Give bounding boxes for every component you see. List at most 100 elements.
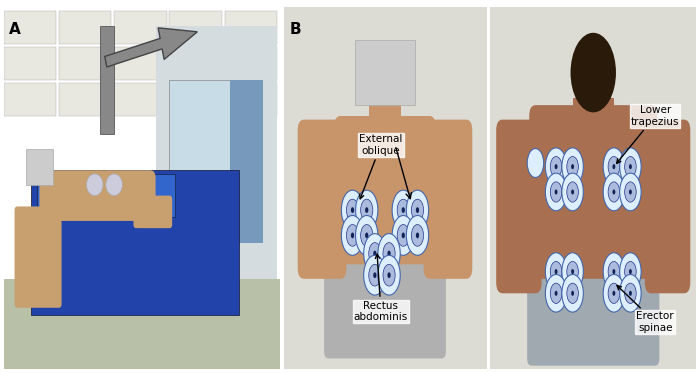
FancyBboxPatch shape bbox=[39, 170, 155, 221]
Circle shape bbox=[608, 261, 620, 282]
Bar bbox=[169, 80, 239, 243]
Circle shape bbox=[416, 232, 419, 238]
Circle shape bbox=[346, 225, 358, 246]
Circle shape bbox=[612, 189, 615, 194]
Text: Erector
spinae: Erector spinae bbox=[617, 285, 674, 333]
Circle shape bbox=[406, 190, 428, 230]
Bar bbox=[225, 84, 277, 116]
Circle shape bbox=[603, 275, 624, 312]
Circle shape bbox=[365, 207, 368, 213]
Circle shape bbox=[612, 269, 615, 274]
Circle shape bbox=[624, 182, 636, 202]
Bar bbox=[59, 47, 111, 80]
Circle shape bbox=[351, 232, 354, 238]
Bar bbox=[4, 11, 56, 44]
Circle shape bbox=[603, 253, 624, 291]
Circle shape bbox=[620, 253, 641, 291]
Circle shape bbox=[387, 251, 391, 256]
Circle shape bbox=[554, 269, 557, 274]
Circle shape bbox=[570, 33, 616, 112]
Circle shape bbox=[527, 148, 544, 178]
Circle shape bbox=[629, 269, 632, 274]
Bar bbox=[225, 47, 277, 80]
Circle shape bbox=[603, 148, 624, 185]
Circle shape bbox=[612, 291, 615, 296]
Circle shape bbox=[387, 272, 391, 278]
Circle shape bbox=[550, 182, 562, 202]
Bar bbox=[100, 26, 114, 134]
Circle shape bbox=[571, 291, 574, 296]
Circle shape bbox=[373, 251, 377, 256]
Circle shape bbox=[620, 148, 641, 185]
Circle shape bbox=[554, 189, 557, 194]
Bar bbox=[4, 47, 56, 80]
Circle shape bbox=[365, 232, 368, 238]
Circle shape bbox=[106, 174, 122, 195]
Circle shape bbox=[378, 255, 400, 295]
FancyBboxPatch shape bbox=[335, 116, 435, 301]
Circle shape bbox=[392, 216, 414, 255]
Circle shape bbox=[369, 242, 381, 264]
Circle shape bbox=[571, 189, 574, 194]
Bar bbox=[169, 84, 222, 116]
Bar bbox=[59, 84, 111, 116]
Circle shape bbox=[562, 253, 583, 291]
Text: B: B bbox=[290, 22, 301, 37]
Circle shape bbox=[373, 272, 377, 278]
Circle shape bbox=[412, 199, 424, 221]
Circle shape bbox=[383, 264, 395, 286]
Circle shape bbox=[571, 164, 574, 169]
Circle shape bbox=[608, 182, 620, 202]
FancyBboxPatch shape bbox=[324, 264, 446, 358]
Bar bbox=[114, 84, 167, 116]
FancyBboxPatch shape bbox=[527, 279, 659, 366]
Circle shape bbox=[545, 148, 567, 185]
Circle shape bbox=[562, 275, 583, 312]
Bar bbox=[155, 25, 277, 297]
FancyArrow shape bbox=[105, 28, 197, 67]
Bar bbox=[355, 40, 416, 105]
Circle shape bbox=[383, 242, 395, 264]
Bar bbox=[36, 174, 175, 217]
Bar bbox=[114, 11, 167, 44]
Circle shape bbox=[356, 190, 378, 230]
Bar bbox=[4, 84, 56, 116]
Circle shape bbox=[545, 275, 567, 312]
Circle shape bbox=[612, 164, 615, 169]
Circle shape bbox=[567, 283, 578, 303]
Circle shape bbox=[620, 275, 641, 312]
Text: A: A bbox=[9, 22, 21, 37]
FancyBboxPatch shape bbox=[529, 105, 657, 315]
Circle shape bbox=[369, 264, 381, 286]
Circle shape bbox=[342, 216, 364, 255]
Circle shape bbox=[550, 261, 562, 282]
Circle shape bbox=[406, 216, 428, 255]
Circle shape bbox=[402, 232, 405, 238]
Circle shape bbox=[342, 190, 364, 230]
Bar bbox=[573, 98, 614, 123]
Circle shape bbox=[603, 173, 624, 211]
FancyBboxPatch shape bbox=[496, 120, 542, 293]
Circle shape bbox=[416, 207, 419, 213]
Circle shape bbox=[87, 174, 103, 195]
Circle shape bbox=[397, 225, 410, 246]
Bar bbox=[225, 11, 277, 44]
Circle shape bbox=[567, 182, 578, 202]
Circle shape bbox=[346, 199, 358, 221]
FancyBboxPatch shape bbox=[134, 195, 172, 228]
Circle shape bbox=[360, 225, 373, 246]
Circle shape bbox=[620, 173, 641, 211]
Circle shape bbox=[364, 233, 386, 273]
Circle shape bbox=[364, 255, 386, 295]
FancyBboxPatch shape bbox=[424, 120, 473, 279]
Circle shape bbox=[356, 216, 378, 255]
FancyBboxPatch shape bbox=[298, 120, 346, 279]
Circle shape bbox=[351, 207, 354, 213]
Circle shape bbox=[412, 225, 424, 246]
Bar bbox=[114, 47, 167, 80]
Circle shape bbox=[397, 199, 410, 221]
FancyBboxPatch shape bbox=[645, 120, 690, 293]
Circle shape bbox=[624, 261, 636, 282]
Circle shape bbox=[624, 283, 636, 303]
Circle shape bbox=[554, 164, 557, 169]
